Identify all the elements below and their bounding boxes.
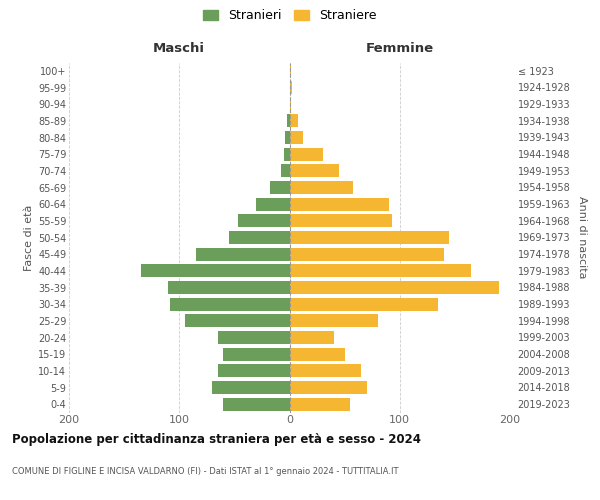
Bar [290, 231, 449, 244]
Bar [290, 314, 378, 328]
Bar [290, 264, 472, 278]
Bar [290, 164, 339, 177]
Bar [290, 198, 389, 210]
Text: COMUNE DI FIGLINE E INCISA VALDARNO (FI) - Dati ISTAT al 1° gennaio 2024 - TUTTI: COMUNE DI FIGLINE E INCISA VALDARNO (FI)… [12, 468, 398, 476]
Y-axis label: Anni di nascita: Anni di nascita [577, 196, 587, 278]
Bar [290, 131, 303, 144]
Bar [281, 164, 290, 177]
Bar [168, 281, 290, 294]
Bar [290, 214, 392, 228]
Bar [290, 248, 444, 260]
Bar [290, 331, 334, 344]
Bar [170, 298, 290, 310]
Legend: Stranieri, Straniere: Stranieri, Straniere [203, 9, 376, 22]
Bar [290, 148, 323, 160]
Bar [290, 114, 298, 128]
Bar [290, 181, 353, 194]
Bar [290, 281, 499, 294]
Bar [238, 214, 290, 228]
Bar [212, 381, 290, 394]
Bar [256, 198, 290, 210]
Text: Maschi: Maschi [153, 42, 205, 56]
Bar [140, 264, 290, 278]
Bar [185, 314, 290, 328]
Bar [218, 331, 290, 344]
Bar [290, 398, 350, 410]
Y-axis label: Fasce di età: Fasce di età [23, 204, 34, 270]
Bar [285, 131, 290, 144]
Text: Popolazione per cittadinanza straniera per età e sesso - 2024: Popolazione per cittadinanza straniera p… [12, 432, 421, 446]
Bar [290, 381, 367, 394]
Text: Femmine: Femmine [365, 42, 434, 56]
Bar [290, 298, 439, 310]
Bar [218, 364, 290, 378]
Bar [269, 181, 290, 194]
Bar [287, 114, 290, 128]
Bar [290, 81, 292, 94]
Bar [229, 231, 290, 244]
Bar [196, 248, 290, 260]
Bar [223, 398, 290, 410]
Bar [223, 348, 290, 360]
Bar [290, 364, 361, 378]
Bar [290, 348, 344, 360]
Bar [284, 148, 290, 160]
